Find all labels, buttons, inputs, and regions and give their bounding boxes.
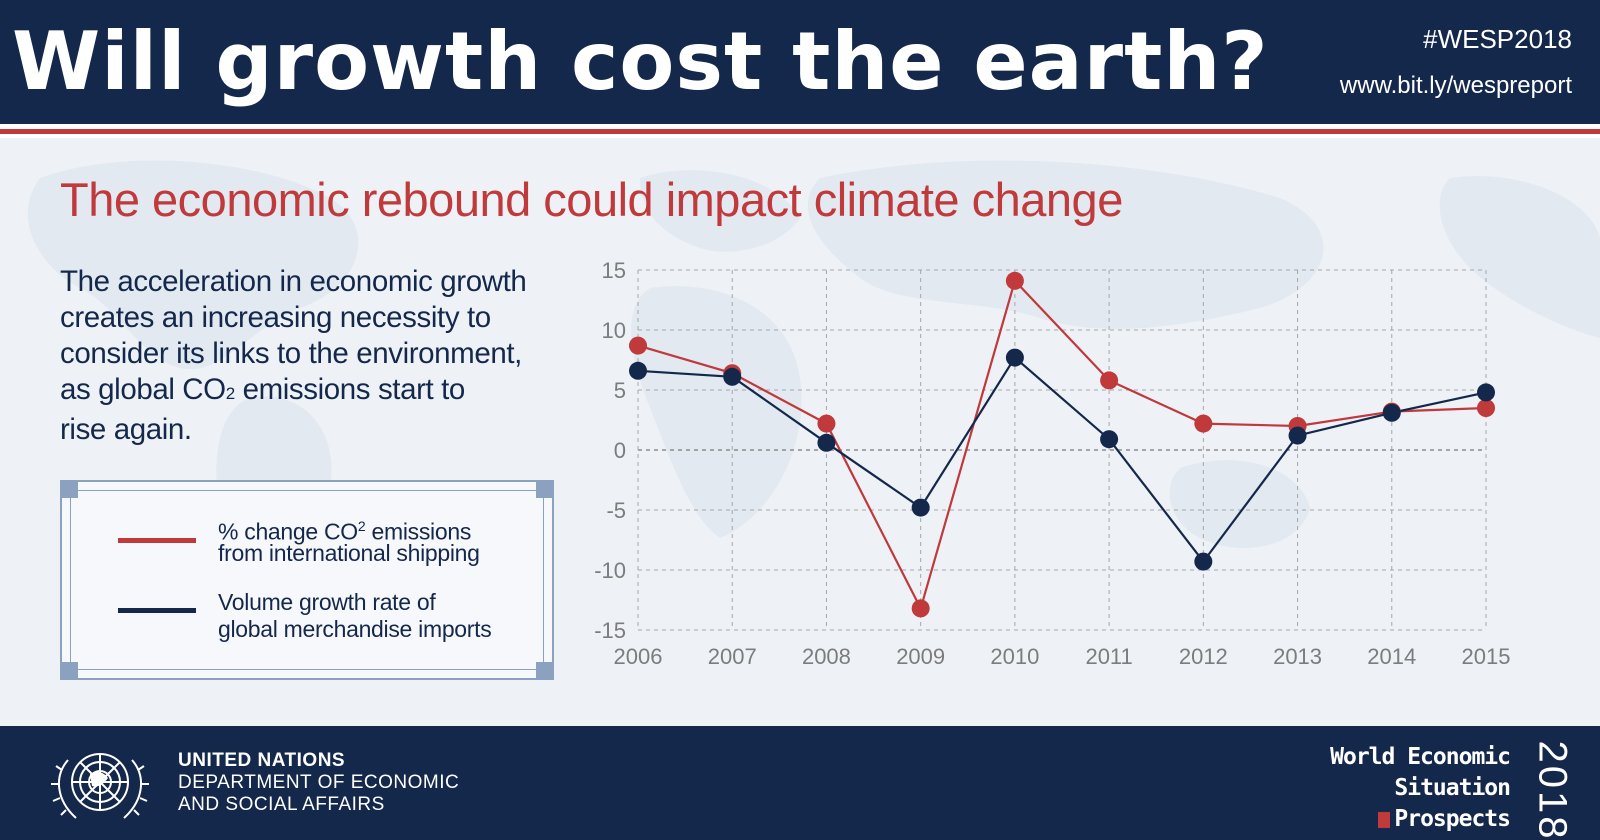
legend-corner — [536, 480, 554, 498]
report-link[interactable]: www.bit.ly/wespreport — [1339, 72, 1572, 99]
legend-co2-prefix: % change CO — [218, 518, 358, 545]
un-organization-name: UNITED NATIONS — [178, 750, 346, 771]
y-tick-label: 15 — [602, 258, 626, 283]
legend-co2-suffix: emissions — [365, 518, 472, 545]
x-tick-label: 2009 — [896, 644, 945, 669]
world-map-background — [27, 160, 1600, 638]
intro-line: The acceleration in economic growth — [60, 265, 527, 298]
report-and-badge — [1378, 811, 1391, 828]
data-point-series-0 — [1005, 271, 1024, 290]
legend-corner — [60, 662, 78, 680]
legend-label: global merchandise imports — [218, 616, 492, 642]
x-tick-label: 2013 — [1273, 644, 1322, 669]
intro-co2-suffix: emissions start to — [234, 373, 466, 406]
x-tick-label: 2011 — [1085, 644, 1132, 669]
data-point-series-1 — [1005, 348, 1024, 367]
header-divider-bottom — [0, 134, 1600, 138]
legend-swatch-red — [118, 538, 196, 543]
data-point-series-1 — [1100, 430, 1119, 449]
legend-inner-border — [70, 490, 544, 670]
data-point-series-0 — [1194, 414, 1213, 433]
intro-text: The acceleration in economic growth crea… — [60, 264, 570, 448]
report-title-line: Prospects — [1330, 804, 1511, 835]
x-tick-label: 2015 — [1462, 644, 1511, 669]
legend-corner — [536, 662, 554, 680]
header-divider-top — [0, 124, 1600, 129]
intro-line: consider its links to the environment, — [60, 337, 522, 370]
report-logo: World Economic Situation Prospects — [1330, 742, 1511, 835]
x-tick-label: 2007 — [708, 644, 757, 669]
department-name-line: DEPARTMENT OF ECONOMIC — [178, 772, 460, 793]
y-tick-label: -15 — [594, 618, 626, 643]
data-point-series-0 — [817, 414, 836, 433]
intro-line: as global CO2 emissions start to — [60, 372, 570, 412]
hashtag: #WESP2018 — [1423, 24, 1572, 54]
y-tick-label: -10 — [594, 558, 626, 583]
legend-co2-superscript: 2 — [357, 518, 366, 534]
y-tick-label: -5 — [606, 498, 626, 523]
legend-label: Volume growth rate of — [218, 589, 436, 615]
legend-label: % change CO2 emissions — [218, 512, 471, 546]
data-point-series-1 — [1194, 552, 1213, 571]
header-bar: Will growth cost the earth? #WESP2018 ww… — [0, 0, 1600, 124]
data-point-series-1 — [723, 367, 742, 386]
x-tick-label: 2012 — [1179, 644, 1228, 669]
data-point-series-1 — [911, 498, 930, 517]
series-line-1 — [637, 355, 1487, 564]
header-divider-red — [0, 129, 1600, 134]
data-point-series-0 — [629, 336, 647, 355]
y-tick-label: 5 — [614, 378, 626, 403]
intro-line: creates an increasing necessity to — [60, 301, 491, 334]
x-tick-label: 2006 — [614, 644, 663, 669]
data-point-series-1 — [1288, 426, 1307, 445]
report-year-text: 2018 — [1530, 740, 1575, 840]
chart-legend: % change CO2 emissions from internationa… — [60, 480, 554, 680]
legend-label: from international shipping — [218, 540, 480, 566]
data-point-series-0 — [1100, 371, 1119, 390]
page-title: Will growth cost the earth? — [12, 15, 1269, 108]
data-point-series-0 — [1477, 399, 1495, 417]
data-point-series-1 — [629, 361, 647, 380]
data-point-series-1 — [1382, 403, 1401, 422]
y-tick-label: 0 — [614, 438, 626, 463]
department-name-line: AND SOCIAL AFFAIRS — [178, 794, 385, 815]
report-year: 2018 — [1522, 741, 1582, 840]
x-tick-label: 2010 — [990, 644, 1039, 669]
legend-corner — [60, 480, 78, 498]
x-tick-label: 2008 — [802, 644, 851, 669]
footer-bar: UNITED NATIONS DEPARTMENT OF ECONOMIC AN… — [0, 726, 1600, 840]
y-tick-label: 10 — [602, 318, 626, 343]
intro-co2-prefix: as global CO — [60, 373, 226, 406]
x-tick-label: 2014 — [1367, 644, 1416, 669]
report-title-prospects: Prospects — [1394, 806, 1511, 832]
series-line-0 — [637, 278, 1487, 612]
report-title-line: World Economic — [1330, 744, 1511, 770]
data-point-series-1 — [1477, 383, 1495, 402]
un-emblem-icon — [51, 753, 149, 819]
data-point-series-0 — [911, 599, 930, 618]
intro-line: rise again. — [60, 413, 192, 446]
chart-subtitle: The economic rebound could impact climat… — [60, 173, 1123, 226]
report-title-line: Situation — [1394, 775, 1511, 801]
data-point-series-1 — [817, 433, 836, 452]
intro-co2-subscript: 2 — [225, 384, 235, 403]
legend-swatch-navy — [118, 608, 196, 613]
